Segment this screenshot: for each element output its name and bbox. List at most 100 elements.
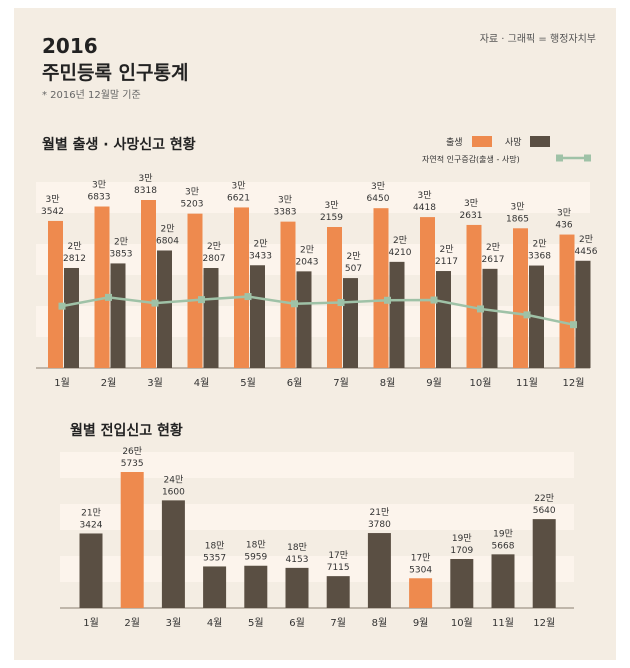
birth-label-value: 6450	[367, 194, 390, 204]
birth-label-value: 1865	[506, 214, 529, 224]
move-in-label-value: 7115	[327, 563, 350, 573]
death-label-value: 507	[345, 264, 362, 274]
death-bar	[575, 260, 591, 368]
infographic-title: 주민등록 인구통계	[42, 62, 189, 84]
birth-bar	[141, 200, 156, 368]
birth-label-unit: 3만	[138, 173, 152, 184]
birth-bar	[94, 206, 110, 368]
chart1-month-label: 9월	[426, 377, 442, 389]
birth-label-unit: 3만	[464, 198, 478, 209]
birth-bar	[234, 207, 249, 368]
birth-label-unit: 3만	[45, 194, 59, 205]
legend-natural-label: 자연적 인구증감(출생 - 사망)	[422, 154, 520, 164]
move-in-bar	[244, 565, 268, 608]
move-in-label-unit: 19만	[493, 528, 513, 539]
birth-bar	[373, 208, 389, 368]
birth-label-value: 5203	[181, 200, 204, 210]
move-in-label-unit: 17만	[328, 550, 348, 561]
move-in-label-value: 4153	[286, 555, 309, 565]
move-in-label-value: 5357	[203, 553, 226, 563]
natural-change-point	[384, 296, 391, 304]
death-bar	[389, 261, 405, 368]
birth-label-unit: 3만	[231, 180, 245, 191]
chart1-month-label: 6월	[287, 377, 303, 389]
chart2-title: 월별 전입신고 현황	[70, 423, 183, 439]
death-label-value: 2043	[296, 257, 319, 267]
legend-natural-marker	[556, 154, 563, 162]
chart2-month-label: 5월	[248, 617, 264, 629]
death-label-value: 6804	[156, 236, 179, 246]
death-bar	[482, 268, 498, 368]
chart1-month-label: 3월	[147, 377, 163, 389]
grid-stripe	[60, 504, 574, 530]
chart1-month-label: 2월	[101, 377, 117, 389]
move-in-label-value: 1600	[162, 487, 185, 497]
birth-bar	[513, 228, 528, 368]
birth-label-value: 4418	[413, 203, 436, 213]
natural-change-point	[430, 296, 438, 304]
chart1-month-label: 5월	[240, 377, 256, 389]
birth-label-unit: 3만	[278, 195, 292, 206]
death-label-unit: 2만	[439, 244, 453, 255]
death-label-unit: 2만	[207, 241, 221, 252]
natural-change-point	[570, 321, 577, 329]
move-in-label-value: 3780	[368, 520, 391, 530]
birth-label-unit: 3만	[417, 190, 431, 201]
infographic-year: 2016	[42, 34, 98, 58]
death-label-value: 4456	[575, 247, 598, 257]
chart1-month-label: 11월	[516, 377, 538, 389]
death-label-unit: 2만	[346, 251, 360, 262]
move-in-label-unit: 24만	[164, 474, 184, 485]
chart1-month-label: 7월	[333, 377, 349, 389]
chart2-month-label: 2월	[124, 617, 140, 629]
death-label-value: 3368	[528, 252, 551, 262]
natural-change-point	[291, 300, 298, 308]
death-bar	[157, 250, 172, 368]
birth-label-unit: 3만	[92, 180, 106, 191]
death-bar	[64, 267, 79, 368]
birth-label-value: 2631	[460, 211, 483, 221]
move-in-bar	[532, 519, 556, 608]
source-credit: 자료 · 그래픽 = 행정자치부	[479, 34, 596, 45]
birth-label-value: 3542	[41, 207, 64, 217]
death-bar	[436, 271, 451, 368]
move-in-label-unit: 21만	[81, 507, 101, 518]
legend-birth-label: 출생	[446, 137, 463, 148]
natural-change-point	[58, 302, 66, 310]
death-bar	[110, 263, 126, 368]
death-bar	[203, 268, 219, 368]
move-in-label-unit: 17만	[411, 552, 431, 563]
move-in-label-unit: 18만	[287, 542, 307, 553]
chart2-month-label: 4월	[207, 617, 223, 629]
move-in-label-value: 5640	[533, 506, 556, 516]
natural-change-point	[198, 296, 205, 304]
move-in-label-value: 1709	[450, 546, 473, 556]
natural-change-point	[151, 299, 159, 307]
move-in-label-value: 3424	[80, 520, 103, 530]
chart1-month-label: 12월	[563, 377, 585, 389]
natural-change-line	[61, 295, 574, 326]
move-in-bar	[491, 554, 515, 608]
move-in-label-unit: 18만	[246, 540, 266, 551]
chart1-month-label: 10월	[470, 377, 492, 389]
grid-stripe	[60, 556, 574, 582]
chart1-title: 월별 출생 · 사망신고 현황	[42, 137, 196, 153]
birth-bar	[420, 217, 435, 368]
death-bar	[250, 265, 265, 368]
chart2-month-label: 7월	[330, 617, 346, 629]
natural-change-point	[523, 311, 531, 319]
death-label-unit: 2만	[114, 236, 128, 247]
reference-date-note: * 2016년 12월말 기준	[42, 90, 141, 101]
move-in-bar	[367, 533, 391, 608]
death-label-unit: 2만	[486, 242, 500, 253]
birth-label-unit: 3만	[557, 208, 571, 219]
natural-change-point	[105, 293, 112, 301]
grid-stripe	[60, 452, 574, 478]
chart2-month-label: 11월	[492, 617, 514, 629]
birth-label-unit: 3만	[185, 187, 199, 198]
move-in-label-value: 5668	[492, 541, 515, 551]
chart2-month-label: 10월	[451, 617, 473, 629]
death-label-unit: 2만	[253, 238, 267, 249]
grid-stripe	[36, 244, 590, 275]
